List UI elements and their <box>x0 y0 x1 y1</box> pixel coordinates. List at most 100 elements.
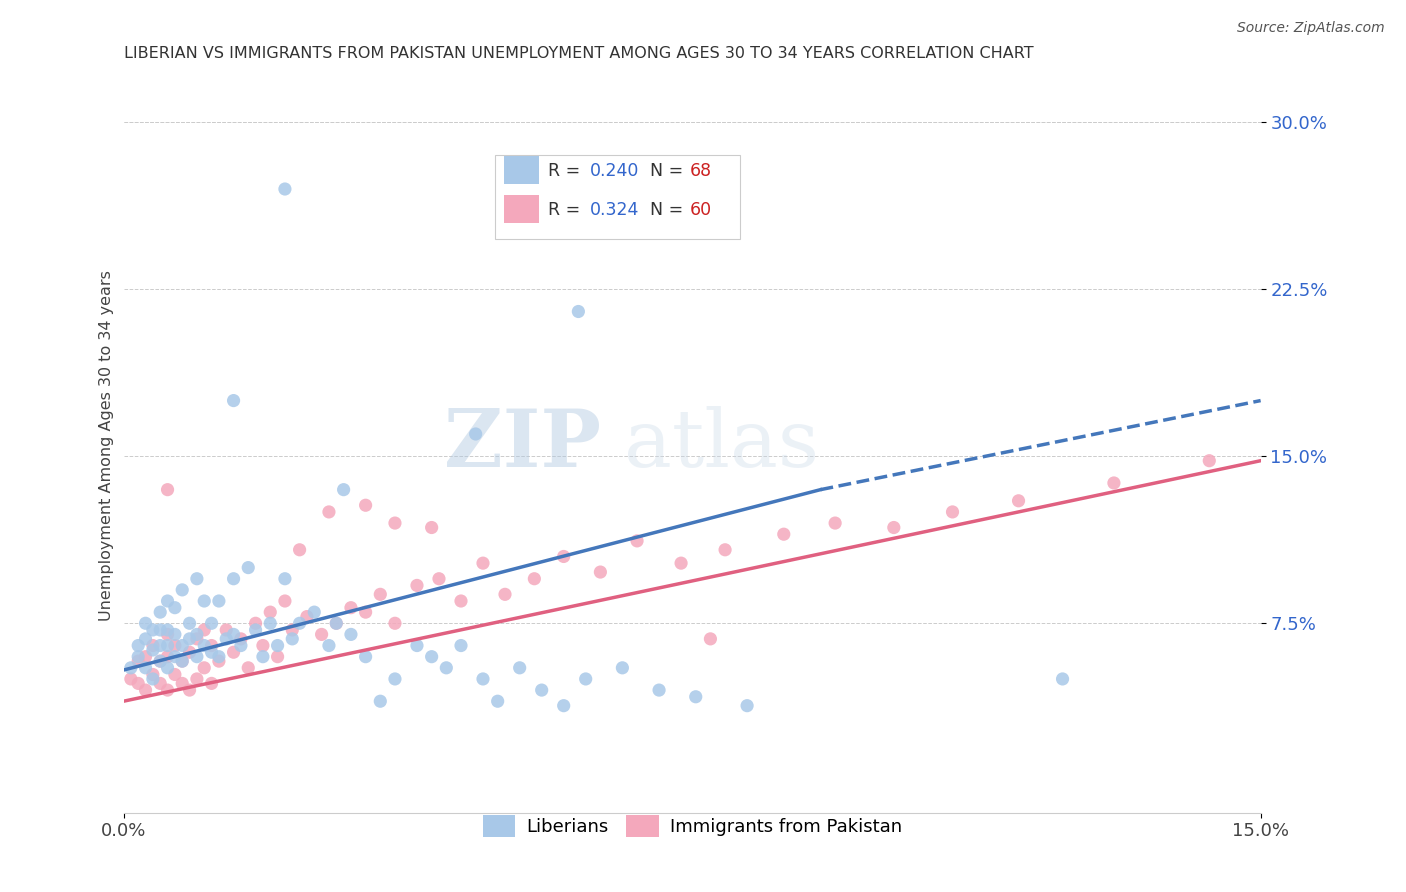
Point <box>699 632 721 646</box>
Point <box>156 627 179 641</box>
Point <box>274 182 297 196</box>
Point <box>163 627 186 641</box>
Point <box>172 582 194 597</box>
Point <box>186 649 208 664</box>
Point <box>149 654 172 668</box>
Point <box>208 594 231 608</box>
Text: N =: N = <box>650 201 689 219</box>
Point <box>772 527 794 541</box>
Text: R =: R = <box>548 162 585 180</box>
Point <box>222 627 245 641</box>
Point <box>266 639 288 653</box>
Point <box>127 654 149 668</box>
Point <box>318 505 340 519</box>
Point <box>325 616 347 631</box>
Point <box>142 672 165 686</box>
Point <box>553 698 575 713</box>
Point <box>245 623 267 637</box>
Point <box>135 616 157 631</box>
Point <box>156 649 179 664</box>
Point <box>200 639 222 653</box>
Y-axis label: Unemployment Among Ages 30 to 34 years: Unemployment Among Ages 30 to 34 years <box>100 269 114 621</box>
Point <box>142 623 165 637</box>
Point <box>288 616 311 631</box>
Point <box>368 587 391 601</box>
Point <box>384 516 406 530</box>
Point <box>156 683 179 698</box>
Point <box>142 643 165 657</box>
Point <box>135 632 157 646</box>
Point <box>354 605 377 619</box>
Point <box>193 623 215 637</box>
Point <box>252 649 274 664</box>
Legend: Liberians, Immigrants from Pakistan: Liberians, Immigrants from Pakistan <box>475 807 908 844</box>
Point <box>464 427 486 442</box>
Point <box>1052 672 1074 686</box>
Point <box>156 483 179 497</box>
Text: 68: 68 <box>690 162 711 180</box>
Point <box>434 661 457 675</box>
Point <box>384 616 406 631</box>
Point <box>509 661 531 675</box>
Point <box>229 632 252 646</box>
Bar <box>505 156 538 185</box>
Text: ZIP: ZIP <box>444 406 602 484</box>
Point <box>156 623 179 637</box>
Point <box>238 661 260 675</box>
Point <box>612 661 634 675</box>
Point <box>274 572 297 586</box>
Point <box>245 616 267 631</box>
Point <box>368 694 391 708</box>
Point <box>208 649 231 664</box>
Point <box>163 600 186 615</box>
Point <box>1102 475 1125 490</box>
Point <box>1198 453 1220 467</box>
Point <box>120 661 142 675</box>
Point <box>450 639 472 653</box>
Point <box>215 623 238 637</box>
Point <box>163 667 186 681</box>
Point <box>304 605 326 619</box>
Point <box>156 639 179 653</box>
Point <box>494 587 516 601</box>
Point <box>156 661 179 675</box>
Point <box>163 649 186 664</box>
Point <box>127 639 149 653</box>
Point <box>193 639 215 653</box>
Point <box>669 556 692 570</box>
Point <box>354 498 377 512</box>
Point <box>179 645 201 659</box>
Point <box>215 632 238 646</box>
Point <box>530 683 553 698</box>
Point <box>149 623 172 637</box>
Point <box>252 639 274 653</box>
Text: R =: R = <box>548 201 585 219</box>
Point <box>427 572 450 586</box>
Point <box>685 690 707 704</box>
Point <box>553 549 575 564</box>
Point <box>222 393 245 408</box>
Point <box>340 600 363 615</box>
Point <box>883 520 905 534</box>
Point <box>311 627 333 641</box>
Point <box>179 632 201 646</box>
Point <box>824 516 846 530</box>
Point <box>208 654 231 668</box>
Text: 0.240: 0.240 <box>589 162 640 180</box>
Text: LIBERIAN VS IMMIGRANTS FROM PAKISTAN UNEMPLOYMENT AMONG AGES 30 TO 34 YEARS CORR: LIBERIAN VS IMMIGRANTS FROM PAKISTAN UNE… <box>124 46 1033 62</box>
Point <box>274 594 297 608</box>
Point <box>149 676 172 690</box>
Point <box>127 676 149 690</box>
Point <box>200 616 222 631</box>
Point <box>472 672 495 686</box>
Point <box>259 616 281 631</box>
Point <box>172 639 194 653</box>
Point <box>332 483 354 497</box>
Point <box>567 304 589 318</box>
Point <box>648 683 671 698</box>
Point <box>179 683 201 698</box>
Point <box>281 632 304 646</box>
Point <box>142 667 165 681</box>
Point <box>735 698 758 713</box>
Point <box>575 672 598 686</box>
